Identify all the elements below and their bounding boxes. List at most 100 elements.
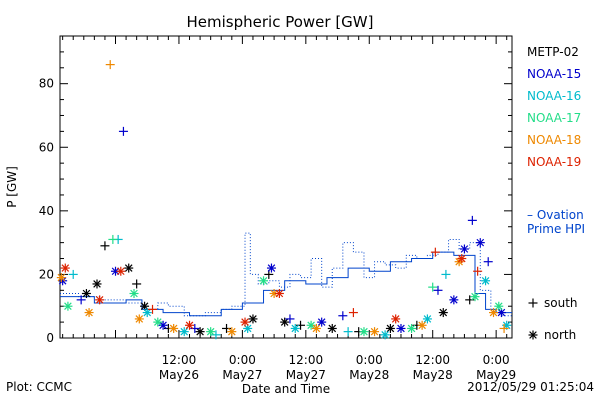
data-point-noaa-16 — [142, 308, 152, 318]
data-point-metp-02 — [248, 314, 258, 324]
data-point-noaa-19 — [60, 263, 70, 273]
data-point-noaa-17 — [428, 282, 438, 292]
data-point-noaa-19 — [430, 247, 440, 257]
data-point-noaa-15 — [285, 314, 295, 324]
data-point-noaa-15 — [317, 317, 327, 327]
x-tick-label-time: 0:00 — [356, 353, 383, 367]
data-point-noaa-19 — [348, 308, 358, 318]
legend-entry-ovation: Prime HPI — [527, 222, 585, 236]
data-point-metp-02 — [296, 320, 306, 330]
chart-title: Hemispheric Power [GW] — [187, 13, 374, 31]
data-point-noaa-17 — [407, 323, 417, 333]
data-point-noaa-16 — [343, 327, 353, 337]
data-point-metp-02 — [327, 323, 337, 333]
legend-entry-ovation: – Ovation — [527, 208, 584, 222]
data-point-noaa-19 — [457, 254, 467, 264]
data-point-noaa-17 — [359, 327, 369, 337]
x-axis-label: Date and Time — [242, 382, 330, 396]
data-point-noaa-15 — [467, 215, 477, 225]
x-tick-label-date: May28 — [413, 368, 453, 382]
data-point-noaa-19 — [391, 314, 401, 324]
data-point-noaa-18 — [84, 308, 94, 318]
data-point-noaa-15 — [475, 238, 485, 248]
data-point-noaa-18 — [134, 314, 144, 324]
data-point-metp-02 — [280, 317, 290, 327]
data-point-noaa-15 — [190, 323, 200, 333]
y-tick-label: 0 — [46, 331, 54, 345]
data-point-noaa-15 — [76, 295, 86, 305]
x-axis: 12:00May260:00May2712:00May270:00May2812… — [62, 36, 516, 382]
data-point-metp-02 — [81, 288, 91, 298]
data-point-noaa-16 — [380, 330, 390, 340]
legend-entry-noaa-15: NOAA-15 — [527, 67, 581, 81]
legend-marker-north — [528, 330, 538, 340]
data-points — [56, 60, 512, 340]
data-point-noaa-15 — [459, 244, 469, 254]
x-tick-label-date: May28 — [349, 368, 389, 382]
data-point-noaa-18 — [105, 60, 115, 70]
data-point-noaa-17 — [470, 292, 480, 302]
data-point-noaa-16 — [290, 323, 300, 333]
data-point-noaa-17 — [306, 320, 316, 330]
data-point-metp-02 — [124, 263, 134, 273]
data-point-noaa-18 — [169, 323, 179, 333]
x-tick-label-date: May27 — [286, 368, 326, 382]
data-point-noaa-15 — [118, 126, 128, 136]
data-point-noaa-19 — [148, 304, 158, 314]
legend-entry-metp-02: METP-02 — [527, 45, 579, 59]
ovation-solid-line — [60, 251, 512, 317]
data-point-noaa-19 — [240, 317, 250, 327]
data-point-noaa-16 — [441, 269, 451, 279]
data-point-metp-02 — [100, 241, 110, 251]
x-tick-label-time: 0:00 — [483, 353, 510, 367]
legend-label-north: north — [544, 328, 576, 342]
data-point-metp-02 — [465, 295, 475, 305]
y-tick-label: 40 — [39, 204, 54, 218]
data-point-noaa-16 — [422, 314, 432, 324]
data-point-noaa-17 — [494, 301, 504, 311]
x-tick-label-date: May29 — [476, 368, 516, 382]
data-point-noaa-18 — [417, 320, 427, 330]
x-tick-label-time: 0:00 — [229, 353, 256, 367]
y-tick-label: 60 — [39, 140, 54, 154]
y-axis-label: P [GW] — [5, 166, 19, 208]
x-tick-label-date: May27 — [222, 368, 262, 382]
data-point-metp-02 — [438, 308, 448, 318]
x-tick-label-time: 12:00 — [289, 353, 324, 367]
legend-entry-noaa-17: NOAA-17 — [527, 111, 581, 125]
data-point-noaa-16 — [68, 269, 78, 279]
y-tick-label: 20 — [39, 267, 54, 281]
data-point-noaa-17 — [63, 301, 73, 311]
data-point-noaa-15 — [266, 263, 276, 273]
legend-entry-noaa-16: NOAA-16 — [527, 89, 581, 103]
x-tick-label-date: May26 — [159, 368, 199, 382]
legend: METP-02 NOAA-15 NOAA-16 NOAA-17 NOAA-18 NOAA-… — [527, 45, 585, 342]
data-point-noaa-18 — [370, 327, 380, 337]
data-point-noaa-17 — [206, 327, 216, 337]
x-tick-label-time: 12:00 — [162, 353, 197, 367]
data-point-noaa-15 — [396, 323, 406, 333]
data-point-noaa-17 — [108, 234, 118, 244]
legend-entry-noaa-18: NOAA-18 — [527, 133, 581, 147]
data-point-noaa-18 — [488, 308, 498, 318]
data-point-noaa-15 — [338, 311, 348, 321]
data-point-noaa-15 — [158, 320, 168, 330]
data-point-metp-02 — [385, 323, 395, 333]
data-point-noaa-16 — [211, 330, 221, 340]
plot-credit: Plot: CCMC — [6, 380, 72, 394]
y-axis: 0 20 40 60 80 — [39, 51, 512, 345]
data-point-noaa-19 — [473, 266, 483, 276]
data-point-noaa-17 — [129, 288, 139, 298]
plot-frame — [59, 35, 513, 339]
ovation-prime-hpi-series — [60, 232, 512, 317]
data-point-noaa-19 — [95, 295, 105, 305]
data-point-metp-02 — [92, 279, 102, 289]
data-point-noaa-18 — [499, 323, 509, 333]
data-point-metp-02 — [222, 323, 232, 333]
legend-entry-noaa-19: NOAA-19 — [527, 155, 581, 169]
plot-timestamp: 2012/05/29 01:25:04 — [467, 380, 594, 394]
data-point-noaa-18 — [56, 273, 66, 283]
data-point-noaa-19 — [185, 320, 195, 330]
x-tick-label-time: 12:00 — [415, 353, 450, 367]
